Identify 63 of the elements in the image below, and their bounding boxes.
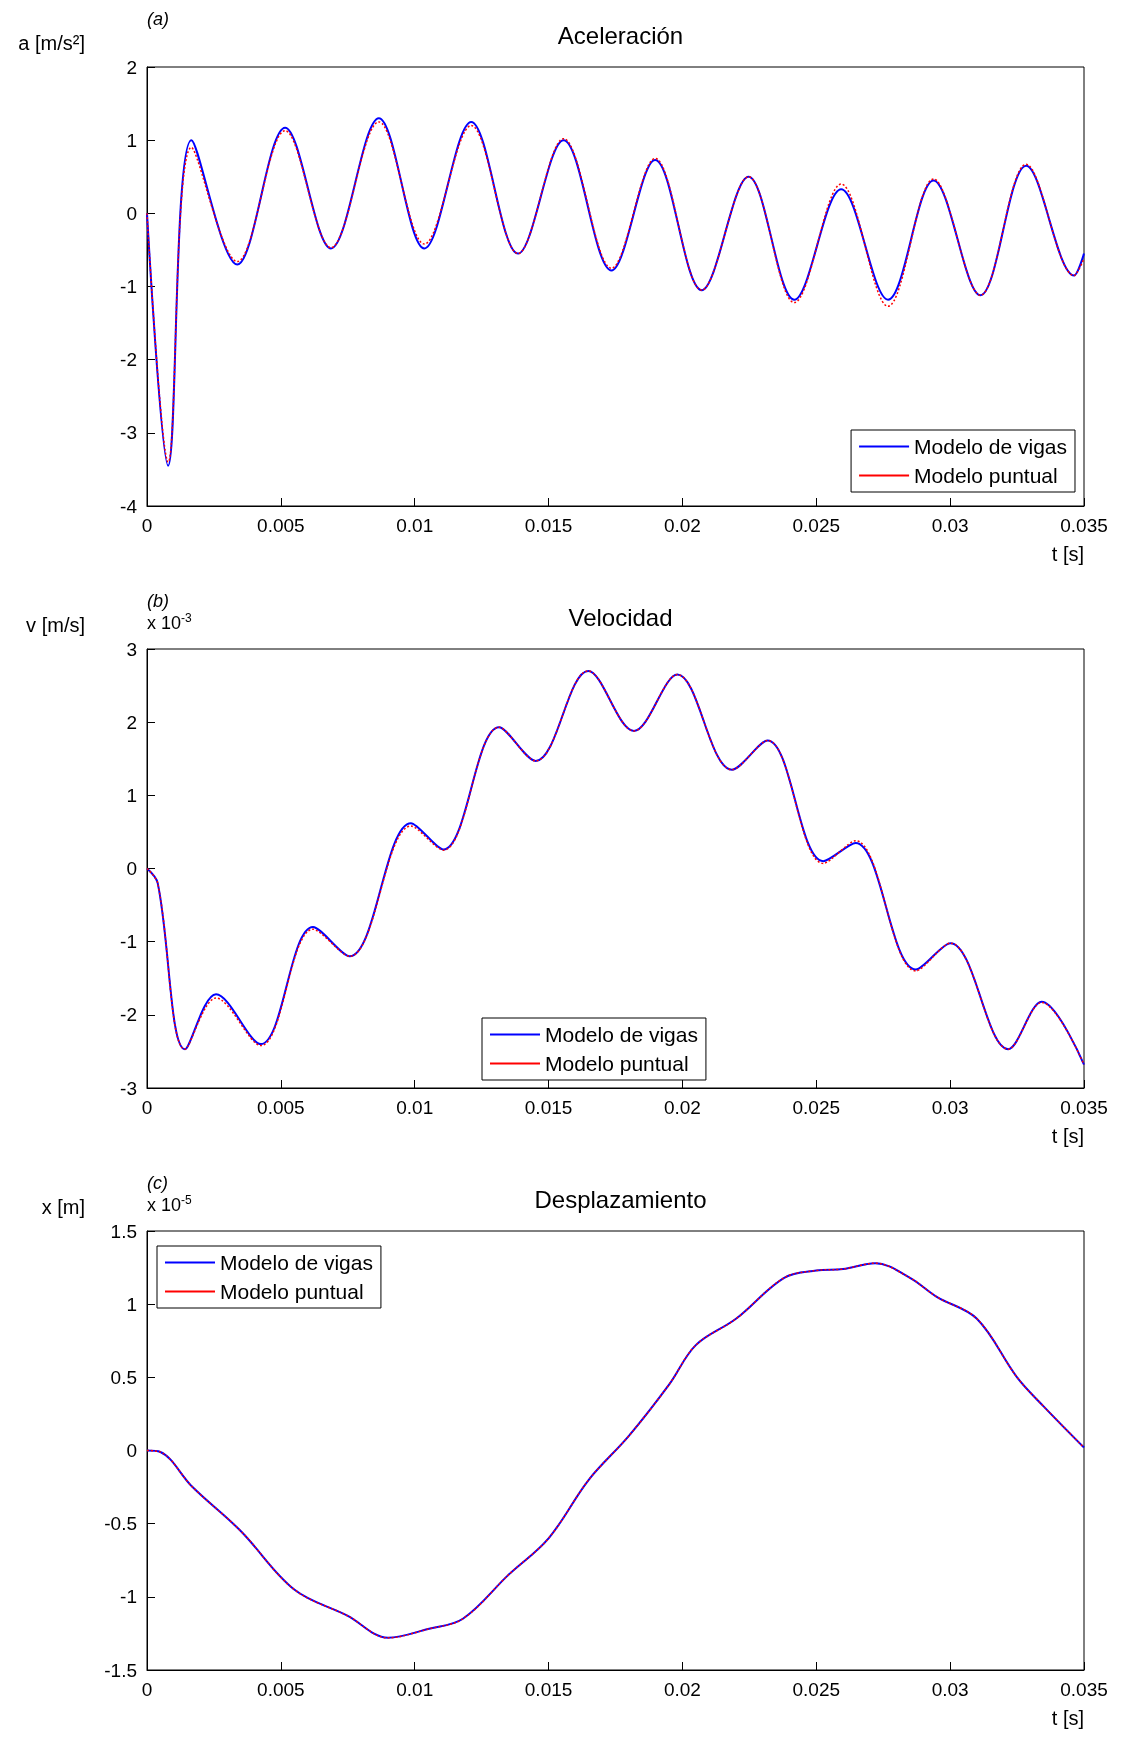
y-tick-label: -4 [120, 495, 138, 517]
x-tick-label: 0.01 [396, 1097, 434, 1118]
y-tick-label: 2 [126, 711, 137, 733]
y-tick-label: -1 [120, 1586, 137, 1608]
text: (a) [147, 9, 169, 29]
y-tick-label: 1.5 [110, 1220, 137, 1242]
x-tick-label: 0.015 [524, 1097, 573, 1118]
x-tick-label: 0.035 [1060, 1097, 1108, 1118]
y-tick-label: 0.5 [110, 1366, 137, 1388]
y-tick-label: 0 [126, 858, 137, 879]
x-axis-title: t [s] [1051, 1125, 1084, 1147]
legend-label: Modelo puntual [220, 1280, 364, 1303]
x-tick-label: 0.035 [1060, 515, 1108, 536]
x-tick-label: 0 [141, 515, 153, 536]
x-tick-label: 0.03 [931, 1679, 969, 1700]
y-axis-title: a [m/s²] [18, 32, 85, 54]
y-tick-label: 3 [126, 638, 137, 660]
y-axis-title: x [m] [41, 1196, 85, 1218]
x-tick-label: 0.01 [396, 515, 434, 536]
x-tick-label: 0.01 [396, 1679, 434, 1700]
y-tick-label: -1 [120, 276, 137, 297]
y-tick-label: -1.5 [104, 1659, 137, 1681]
y-tick-label: 1 [126, 1293, 137, 1315]
x-tick-label: 0.035 [1060, 1679, 1108, 1700]
y-tick-label: -2 [120, 1004, 137, 1026]
text: (b) [147, 591, 169, 611]
legend-label: Modelo puntual [545, 1052, 689, 1075]
x-tick-label: 0.015 [524, 1679, 573, 1700]
legend-label: Modelo de vigas [545, 1023, 698, 1046]
x-tick-label: 0.03 [931, 515, 969, 536]
chart-title: Velocidad [568, 603, 673, 631]
x-tick-label: 0.02 [663, 1097, 701, 1118]
text: (c) [147, 1173, 168, 1193]
x-tick-label: 0.02 [663, 1679, 701, 1700]
legend-label: Modelo puntual [914, 464, 1058, 487]
chart-title: Aceleración [557, 21, 684, 49]
y-tick-label: -3 [120, 422, 137, 444]
x-tick-label: 0.025 [792, 1097, 841, 1118]
x-axis-title: t [s] [1051, 543, 1084, 565]
y-axis-title: v [m/s] [26, 614, 85, 636]
x-tick-label: 0.025 [792, 1679, 841, 1700]
y-tick-label: -0.5 [104, 1513, 137, 1535]
x-tick-label: 0.015 [524, 515, 573, 536]
x-axis-title: t [s] [1051, 1707, 1084, 1729]
y-tick-label: 0 [126, 1440, 137, 1461]
x-tick-label: 0.02 [663, 515, 701, 536]
x-tick-label: 0.005 [257, 515, 305, 536]
x-tick-label: 0 [141, 1679, 153, 1700]
legend-label: Modelo de vigas [914, 435, 1068, 458]
chart-title: Desplazamiento [534, 1185, 707, 1213]
y-tick-label: -1 [120, 931, 137, 953]
y-tick-label: 1 [126, 784, 137, 806]
y-tick-label: 1 [126, 129, 137, 151]
y-tick-label: -2 [120, 349, 137, 371]
y-tick-label: -3 [120, 1077, 137, 1099]
x-tick-label: 0.025 [792, 515, 841, 536]
x-tick-label: 0.03 [931, 1097, 969, 1118]
x-tick-label: 0 [141, 1097, 153, 1118]
legend-label: Modelo de vigas [220, 1251, 373, 1274]
x-tick-label: 0.005 [257, 1097, 305, 1118]
x-tick-label: 0.005 [257, 1679, 305, 1700]
y-tick-label: 0 [126, 202, 137, 224]
y-tick-label: 2 [126, 56, 137, 78]
